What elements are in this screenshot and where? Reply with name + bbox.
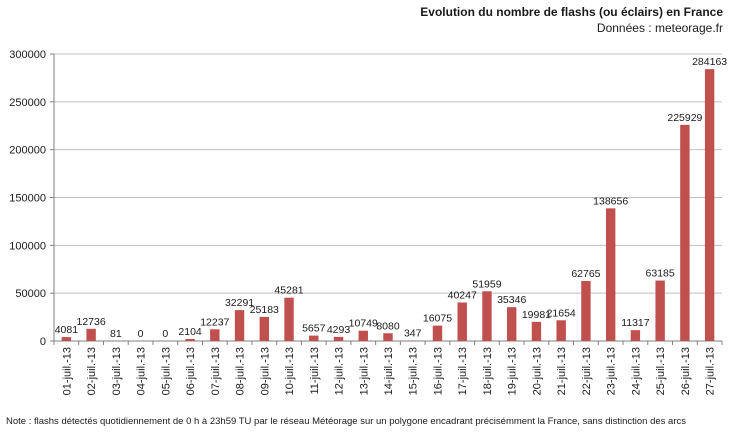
data-label: 51959 xyxy=(472,278,501,290)
x-tick-label: 11-juil.-13 xyxy=(309,347,321,395)
data-label: 12736 xyxy=(77,316,106,328)
bar xyxy=(507,307,517,341)
data-label: 5657 xyxy=(302,323,326,335)
x-tick-label: 19-juil.-13 xyxy=(507,347,519,395)
bar xyxy=(531,321,542,341)
bar xyxy=(581,280,591,341)
x-tick-label: 27-juil.-13 xyxy=(705,347,717,395)
data-label: 284163 xyxy=(692,56,727,68)
bar xyxy=(704,69,715,341)
bar xyxy=(86,328,96,341)
data-label: 12237 xyxy=(200,316,229,328)
x-tick-label: 15-juil.-13 xyxy=(408,347,420,395)
x-tick-label: 26-juil.-13 xyxy=(680,347,692,395)
data-label: 8080 xyxy=(376,320,400,332)
x-tick-label: 12-juil.-13 xyxy=(334,347,346,395)
x-tick-label: 04-juil.-13 xyxy=(136,347,148,395)
data-label: 63185 xyxy=(646,268,675,280)
y-tick-label: 300000 xyxy=(9,49,46,61)
bar xyxy=(383,333,393,341)
x-tick-label: 23-juil.-13 xyxy=(606,347,618,395)
bar xyxy=(259,316,269,341)
data-label: 225929 xyxy=(667,112,702,124)
x-tick-label: 16-juil.-13 xyxy=(432,347,444,395)
chart-note: Note : flashs détectés quotidiennement d… xyxy=(6,416,686,427)
bar xyxy=(284,297,294,341)
data-label: 4293 xyxy=(327,324,351,336)
data-label: 10749 xyxy=(349,318,378,330)
bar xyxy=(556,320,566,341)
bar xyxy=(630,330,641,341)
x-tick-label: 13-juil.-13 xyxy=(358,347,370,395)
bar xyxy=(309,335,319,341)
x-tick-label: 22-juil.-13 xyxy=(581,347,593,395)
bar xyxy=(210,329,220,341)
bar xyxy=(457,302,467,341)
x-tick-label: 18-juil.-13 xyxy=(482,347,494,395)
x-tick-label: 01-juil.-13 xyxy=(61,347,73,395)
data-label: 347 xyxy=(404,328,422,340)
bar xyxy=(333,336,344,341)
x-tick-label: 21-juil.-13 xyxy=(556,347,568,395)
bar xyxy=(185,338,195,341)
data-label: 2104 xyxy=(178,326,202,338)
bar xyxy=(655,280,665,341)
data-label: 35346 xyxy=(497,294,526,306)
y-tick-label: 50000 xyxy=(15,288,46,300)
x-tick-label: 02-juil.-13 xyxy=(86,347,98,395)
bar xyxy=(680,124,690,341)
data-label: 16075 xyxy=(423,313,452,325)
data-label: 4081 xyxy=(55,324,79,336)
y-tick-label: 200000 xyxy=(9,145,46,157)
y-tick-label: 250000 xyxy=(9,97,46,109)
x-tick-label: 14-juil.-13 xyxy=(383,347,395,395)
data-label: 81 xyxy=(110,328,122,340)
x-tick-label: 10-juil.-13 xyxy=(284,347,296,395)
x-tick-label: 17-juil.-13 xyxy=(457,347,469,395)
data-label: 19981 xyxy=(522,309,551,321)
bar xyxy=(358,330,368,341)
y-tick-label: 0 xyxy=(40,336,46,348)
x-tick-label: 06-juil.-13 xyxy=(185,347,197,395)
y-tick-label: 150000 xyxy=(9,193,46,205)
data-label: 45281 xyxy=(274,285,303,297)
data-label: 40247 xyxy=(448,289,477,301)
data-label: 0 xyxy=(138,328,144,340)
data-label: 32291 xyxy=(225,297,254,309)
x-tick-label: 03-juil.-13 xyxy=(111,347,123,395)
data-label: 62765 xyxy=(571,268,600,280)
bar xyxy=(432,325,443,341)
x-tick-label: 20-juil.-13 xyxy=(531,347,543,395)
data-label: 0 xyxy=(162,328,168,340)
x-tick-label: 24-juil.-13 xyxy=(630,347,642,395)
chart-title: Evolution du nombre de flashs (ou éclair… xyxy=(420,5,723,19)
data-label: 25183 xyxy=(250,304,279,316)
bar xyxy=(605,208,616,341)
data-label: 11317 xyxy=(621,317,650,329)
x-tick-label: 05-juil.-13 xyxy=(160,347,172,395)
x-tick-label: 07-juil.-13 xyxy=(210,347,222,395)
bar xyxy=(61,337,72,341)
data-label: 138656 xyxy=(593,195,628,207)
data-label: 21654 xyxy=(547,307,576,319)
chart-subtitle: Données : meteorage.fr xyxy=(596,21,723,35)
bar xyxy=(482,291,492,341)
x-tick-label: 25-juil.-13 xyxy=(655,347,667,395)
bar xyxy=(234,310,245,341)
y-tick-label: 100000 xyxy=(9,240,46,252)
x-tick-label: 09-juil.-13 xyxy=(259,347,271,395)
x-tick-label: 08-juil.-13 xyxy=(235,347,247,395)
